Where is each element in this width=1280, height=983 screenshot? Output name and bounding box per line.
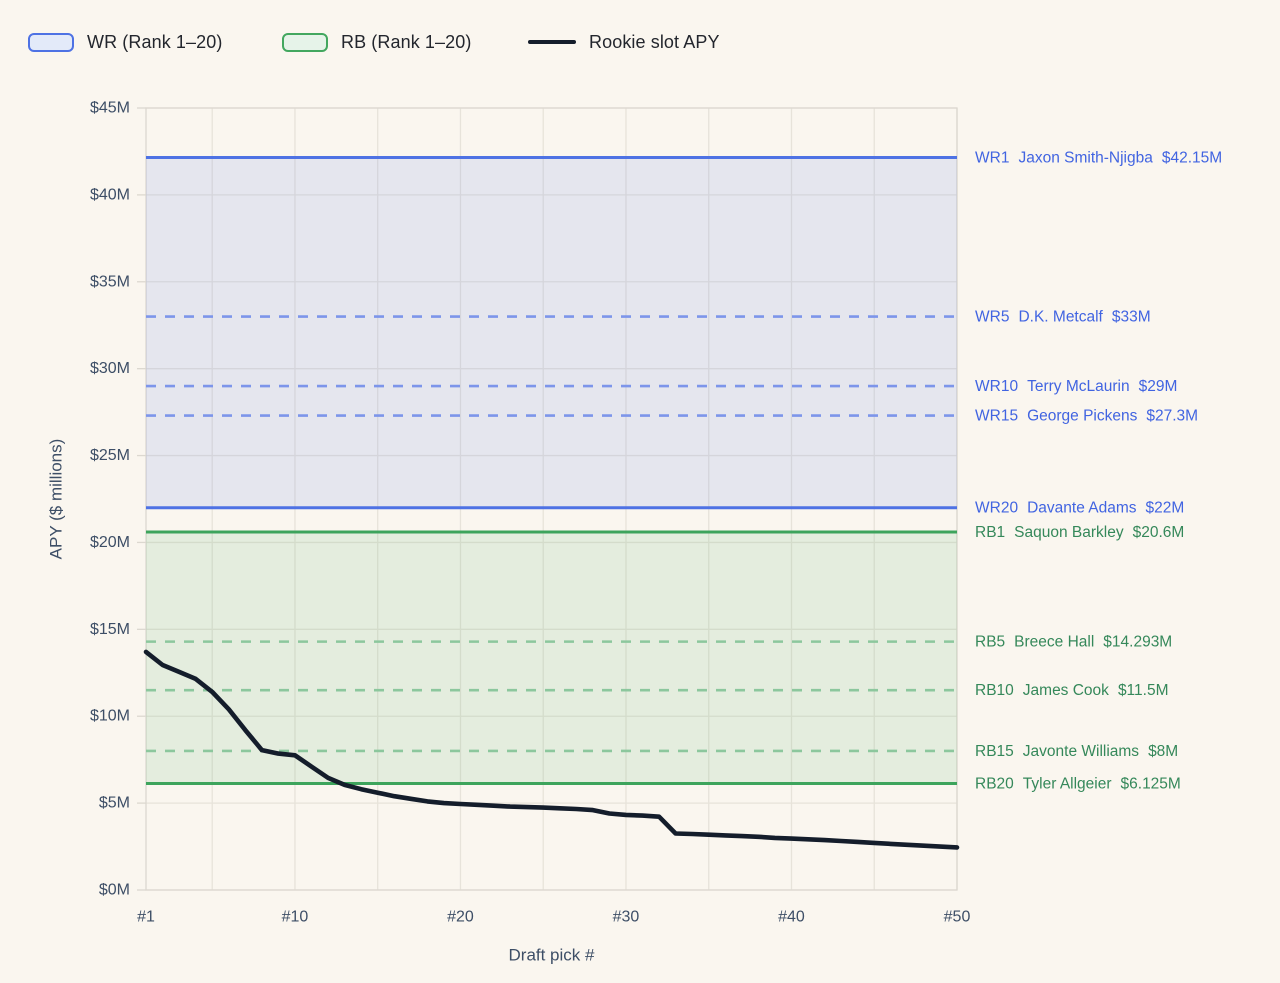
y-tick-label: $15M — [90, 621, 130, 638]
legend: WR (Rank 1–20) RB (Rank 1–20) Rookie slo… — [0, 0, 1280, 64]
rb-band-swatch-icon — [282, 32, 328, 52]
annotation-wr15: WR15 George Pickens $27.3M — [975, 407, 1198, 424]
y-tick-label: $35M — [90, 273, 130, 290]
y-axis-title: APY ($ millions) — [47, 439, 66, 560]
y-tick-label: $30M — [90, 360, 130, 377]
wr-band-fill — [146, 157, 957, 508]
annotation-rb1: RB1 Saquon Barkley $20.6M — [975, 524, 1184, 541]
x-tick-label: #10 — [282, 909, 309, 926]
x-axis-title: Draft pick # — [509, 946, 596, 965]
rookie-line-swatch-icon — [528, 39, 576, 45]
legend-label-rb: RB (Rank 1–20) — [341, 31, 472, 52]
x-tick-label: #30 — [613, 909, 640, 926]
annotation-rb15: RB15 Javonte Williams $8M — [975, 742, 1178, 759]
y-tick-label: $25M — [90, 447, 130, 464]
legend-item-wr-band: WR (Rank 1–20) — [28, 30, 222, 54]
legend-label-wr: WR (Rank 1–20) — [87, 31, 223, 52]
rookie-slot-apy-line — [143, 649, 960, 850]
annotation-wr5: WR5 D.K. Metcalf $33M — [975, 308, 1151, 325]
annotation-rb5: RB5 Breece Hall $14.293M — [975, 633, 1172, 650]
annotation-wr1: WR1 Jaxon Smith-Njigba $42.15M — [975, 149, 1222, 166]
annotation-rb20: RB20 Tyler Allgeier $6.125M — [975, 775, 1181, 792]
x-tick-label: #40 — [778, 909, 805, 926]
y-tick-label: $20M — [90, 534, 130, 551]
x-tick-label: #50 — [944, 909, 971, 926]
legend-label-rookie: Rookie slot APY — [589, 31, 720, 52]
annotation-rb10: RB10 James Cook $11.5M — [975, 682, 1169, 699]
x-tick-label: #1 — [137, 909, 155, 926]
y-tick-label: $10M — [90, 708, 130, 725]
y-tick-label: $40M — [90, 186, 130, 203]
legend-item-rb-band: RB (Rank 1–20) — [282, 30, 471, 54]
legend-item-rookie-line: Rookie slot APY — [528, 30, 720, 54]
annotation-wr10: WR10 Terry McLaurin $29M — [975, 378, 1177, 395]
y-tick-label: $45M — [90, 100, 130, 117]
y-tick-label: $5M — [99, 795, 130, 812]
annotation-wr20: WR20 Davante Adams $22M — [975, 499, 1184, 516]
rb-band-fill — [146, 532, 957, 784]
plot-border — [145, 107, 958, 891]
y-tick-label: $0M — [99, 882, 130, 899]
wr-band-swatch-icon — [28, 32, 74, 52]
x-tick-label: #20 — [447, 909, 474, 926]
